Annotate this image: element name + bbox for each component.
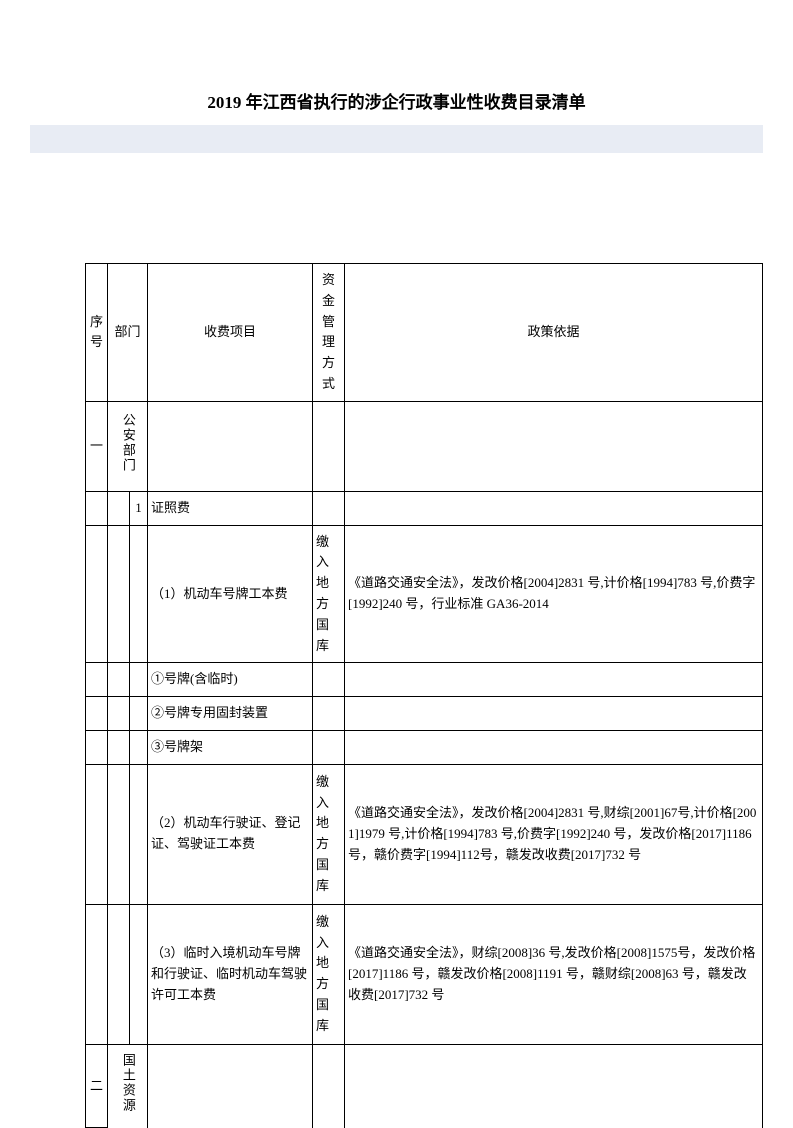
cell bbox=[108, 697, 130, 731]
cell bbox=[313, 401, 345, 491]
cell bbox=[345, 730, 763, 764]
fee-item: ①号牌(含临时) bbox=[148, 663, 313, 697]
cell bbox=[345, 491, 763, 525]
cell bbox=[148, 401, 313, 491]
cell bbox=[86, 663, 108, 697]
cell bbox=[108, 904, 130, 1044]
fee-item: （1）机动车号牌工本费 bbox=[148, 525, 313, 663]
page-title: 2019 年江西省执行的涉企行政事业性收费目录清单 bbox=[0, 0, 793, 125]
cell bbox=[345, 401, 763, 491]
table-row: （2）机动车行驶证、登记证、驾驶证工本费 缴入地方国库 《道路交通安全法》，发改… bbox=[86, 764, 763, 904]
policy-basis: 《道路交通安全法》，发改价格[2004]2831 号,财综[2001]67号,计… bbox=[345, 764, 763, 904]
table-row: 二 国土资源 bbox=[86, 1044, 763, 1127]
header-basis: 政策依据 bbox=[345, 264, 763, 402]
cell bbox=[313, 1044, 345, 1127]
policy-basis: 《道路交通安全法》，发改价格[2004]2831 号,计价格[1994]783 … bbox=[345, 525, 763, 663]
dept-name: 公安部门 bbox=[108, 401, 148, 491]
table-row: ③号牌架 bbox=[86, 730, 763, 764]
cell bbox=[108, 663, 130, 697]
cell bbox=[86, 525, 108, 663]
cell bbox=[130, 663, 148, 697]
header-seq: 序号 bbox=[86, 264, 108, 402]
cell bbox=[345, 663, 763, 697]
fee-table-wrapper: 序号 部门 收费项目 资金管理方式 政策依据 一 公安部门 1 证照费 （1）机… bbox=[85, 263, 763, 1128]
cell bbox=[313, 491, 345, 525]
fee-item: ②号牌专用固封装置 bbox=[148, 697, 313, 731]
cell bbox=[130, 730, 148, 764]
decorative-bar bbox=[30, 125, 763, 153]
sub-num: 1 bbox=[130, 491, 148, 525]
header-fund: 资金管理方式 bbox=[313, 264, 345, 402]
table-row: ②号牌专用固封装置 bbox=[86, 697, 763, 731]
table-row: （1）机动车号牌工本费 缴入地方国库 《道路交通安全法》，发改价格[2004]2… bbox=[86, 525, 763, 663]
table-row: 1 证照费 bbox=[86, 491, 763, 525]
cell bbox=[148, 1044, 313, 1127]
cell bbox=[86, 764, 108, 904]
cell bbox=[108, 730, 130, 764]
cell bbox=[108, 491, 130, 525]
cell bbox=[130, 904, 148, 1044]
cell bbox=[313, 663, 345, 697]
table-row: 一 公安部门 bbox=[86, 401, 763, 491]
table-row: ①号牌(含临时) bbox=[86, 663, 763, 697]
cell bbox=[86, 491, 108, 525]
header-dept: 部门 bbox=[108, 264, 148, 402]
cell bbox=[130, 697, 148, 731]
cell bbox=[108, 764, 130, 904]
fund-method: 缴入地方国库 bbox=[313, 525, 345, 663]
cell bbox=[108, 525, 130, 663]
fee-item: 证照费 bbox=[148, 491, 313, 525]
cell bbox=[130, 525, 148, 663]
cell bbox=[86, 697, 108, 731]
table-header-row: 序号 部门 收费项目 资金管理方式 政策依据 bbox=[86, 264, 763, 402]
dept-name: 国土资源 bbox=[108, 1044, 148, 1127]
cell bbox=[86, 904, 108, 1044]
dept-seq: 一 bbox=[86, 401, 108, 491]
dept-seq: 二 bbox=[86, 1044, 108, 1127]
cell bbox=[86, 730, 108, 764]
cell bbox=[313, 730, 345, 764]
fund-method: 缴入地方国库 bbox=[313, 764, 345, 904]
header-item: 收费项目 bbox=[148, 264, 313, 402]
fee-item: ③号牌架 bbox=[148, 730, 313, 764]
cell bbox=[345, 1044, 763, 1127]
policy-basis: 《道路交通安全法》，财综[2008]36 号,发改价格[2008]1575号，发… bbox=[345, 904, 763, 1044]
fee-table: 序号 部门 收费项目 资金管理方式 政策依据 一 公安部门 1 证照费 （1）机… bbox=[85, 263, 763, 1128]
cell bbox=[345, 697, 763, 731]
fund-method: 缴入地方国库 bbox=[313, 904, 345, 1044]
table-row: （3）临时入境机动车号牌和行驶证、临时机动车驾驶许可工本费 缴入地方国库 《道路… bbox=[86, 904, 763, 1044]
fee-item: （3）临时入境机动车号牌和行驶证、临时机动车驾驶许可工本费 bbox=[148, 904, 313, 1044]
fee-item: （2）机动车行驶证、登记证、驾驶证工本费 bbox=[148, 764, 313, 904]
cell bbox=[313, 697, 345, 731]
cell bbox=[130, 764, 148, 904]
